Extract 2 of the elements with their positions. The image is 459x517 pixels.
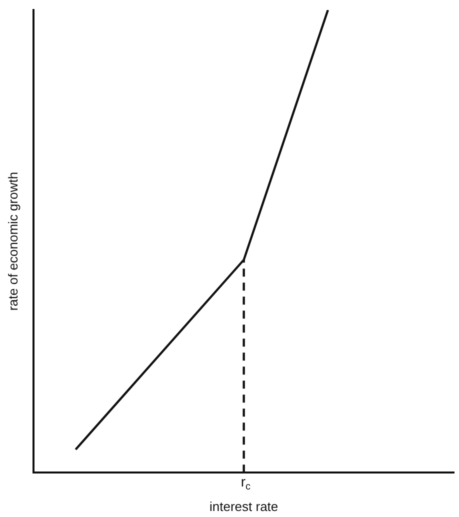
x-axis-title: interest rate — [210, 498, 278, 514]
y-axis-title: rate of economic growth — [5, 172, 20, 311]
